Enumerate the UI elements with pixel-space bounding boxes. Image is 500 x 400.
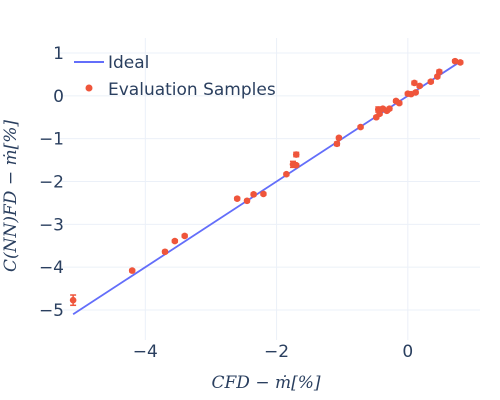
evaluation-sample-point	[416, 82, 423, 90]
y-tick-label: −1	[39, 130, 64, 150]
y-axis-ticks: −5 −4 −3 −2 −1 0 1	[39, 44, 64, 321]
evaluation-sample-point	[395, 99, 403, 107]
evaluation-sample-point	[260, 190, 267, 198]
legend: Ideal Evaluation Samples	[74, 53, 276, 100]
evaluation-sample-point	[335, 134, 343, 142]
evaluation-sample-point	[333, 140, 341, 148]
sample-marker	[436, 68, 443, 76]
evaluation-sample-point	[386, 105, 393, 112]
evaluation-sample-point	[434, 73, 441, 80]
evaluation-sample-point	[69, 294, 77, 307]
sample-marker	[128, 267, 136, 274]
sample-marker	[376, 110, 383, 118]
sample-marker	[457, 59, 464, 66]
evaluation-sample-point	[292, 161, 300, 169]
sample-marker	[283, 170, 290, 178]
x-tick-label: −4	[133, 342, 158, 362]
legend-samples-swatch	[85, 84, 93, 92]
evaluation-sample-point	[233, 195, 241, 202]
evaluation-sample-point	[171, 237, 179, 245]
y-axis-title: C(NN)FD − ṁ[%]	[1, 120, 21, 272]
x-axis-ticks: −4 −2 0	[133, 342, 413, 362]
sample-marker	[451, 57, 459, 65]
x-tick-label: −2	[264, 342, 289, 362]
sample-marker	[171, 237, 179, 245]
legend-ideal-label: Ideal	[108, 53, 149, 73]
evaluation-sample-point	[427, 78, 435, 85]
x-tick-label: 0	[402, 342, 413, 362]
evaluation-sample-point	[457, 59, 464, 66]
evaluation-sample-point	[411, 79, 418, 87]
evaluation-sample-point	[292, 151, 300, 158]
evaluation-sample-point	[376, 110, 383, 118]
sample-marker	[292, 151, 300, 158]
y-tick-label: −5	[39, 301, 64, 321]
sample-marker	[250, 191, 257, 198]
evaluation-sample-point	[161, 248, 169, 256]
evaluation-sample-point	[412, 89, 419, 96]
evaluation-sample-point	[436, 68, 443, 76]
sample-marker	[233, 195, 241, 202]
evaluation-sample-point	[283, 170, 290, 178]
sample-marker	[427, 78, 435, 85]
gridlines	[60, 38, 480, 340]
sample-marker	[411, 79, 418, 87]
sample-marker	[161, 248, 169, 256]
y-tick-label: 0	[53, 87, 64, 107]
legend-samples-label: Evaluation Samples	[108, 80, 276, 100]
sample-marker	[335, 134, 343, 142]
y-tick-label: 1	[53, 44, 64, 64]
evaluation-sample-point	[181, 232, 188, 240]
sample-marker	[181, 232, 188, 240]
sample-marker	[412, 89, 419, 96]
sample-marker	[395, 99, 403, 107]
evaluation-sample-point	[128, 267, 136, 274]
sample-marker	[243, 197, 251, 205]
y-tick-label: −3	[39, 215, 64, 235]
evaluation-sample-point	[250, 191, 257, 198]
sample-marker	[260, 190, 267, 198]
y-tick-label: −4	[39, 258, 64, 278]
y-tick-label: −2	[39, 173, 64, 193]
evaluation-sample-point	[243, 197, 251, 205]
x-axis-title: CFD − ṁ[%]	[211, 373, 320, 393]
sample-marker	[357, 123, 364, 131]
sample-marker	[69, 296, 77, 304]
sample-marker	[386, 105, 393, 112]
sample-marker	[292, 161, 300, 169]
sample-marker	[416, 82, 423, 90]
evaluation-samples-layer	[69, 57, 464, 307]
evaluation-sample-point	[357, 123, 364, 131]
sample-marker	[333, 140, 341, 148]
